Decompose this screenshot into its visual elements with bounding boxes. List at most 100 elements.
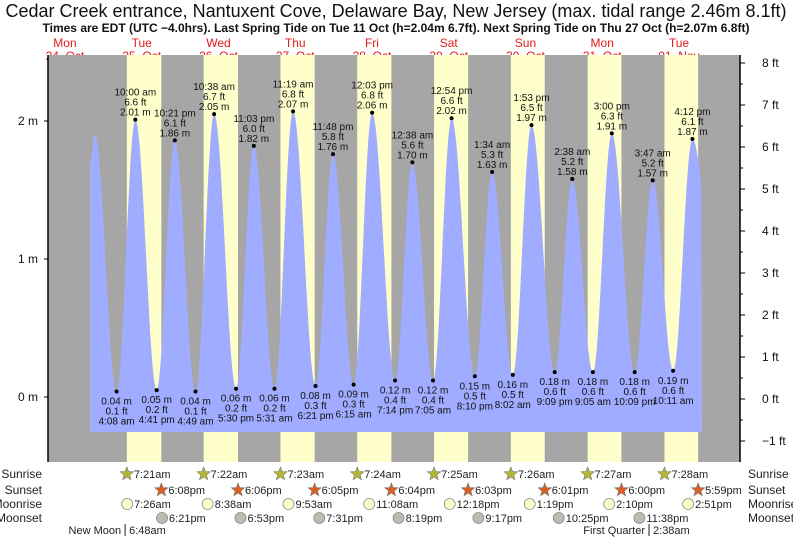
moonrise-time: 12:18pm	[457, 499, 500, 511]
tide-point	[490, 170, 495, 175]
tide-height-m: 2.06 m	[357, 101, 388, 112]
right-tick-label: 7 ft	[762, 98, 779, 112]
tide-height-m: 0.06 m	[221, 394, 252, 405]
tide-height-m: 0.05 m	[141, 395, 172, 406]
moonrise-moon-icon	[121, 498, 134, 510]
tide-point	[370, 110, 375, 115]
sunrise-star-icon	[580, 466, 596, 481]
moonset-time: 6:21pm	[169, 513, 206, 525]
day-label-dow: Sun	[515, 36, 536, 50]
tide-point	[410, 160, 415, 165]
moonrise-time: 1:19pm	[537, 499, 574, 511]
moonset-time: 9:17pm	[485, 513, 522, 525]
tide-time: 4:41 pm	[139, 415, 175, 426]
tide-height-m: 0.12 m	[380, 385, 411, 396]
sunset-star-icon	[537, 482, 553, 497]
sunset-star-icon	[690, 482, 706, 497]
tide-height-ft: 6.1 ft	[164, 118, 186, 129]
left-tick-label: 2 m	[18, 114, 38, 128]
tide-time: 10:11 am	[653, 396, 694, 407]
tide-height-m: 2.01 m	[120, 108, 151, 119]
tide-point	[650, 178, 655, 183]
moonrise-moon-icon	[201, 498, 214, 510]
row-label-right-sunrise: Sunrise	[748, 467, 789, 481]
tide-height-m: 0.06 m	[259, 394, 290, 405]
tide-point	[690, 136, 695, 141]
sunset-star-icon	[383, 482, 399, 497]
tide-time: 12:54 pm	[431, 86, 473, 97]
tide-point	[251, 143, 256, 148]
row-label-moonset: Moonset	[0, 511, 43, 525]
tide-point	[671, 368, 676, 373]
moonrise-moon-icon	[523, 498, 536, 510]
moon-phase-name: First Quarter	[583, 525, 645, 537]
tide-height-m: 1.63 m	[477, 160, 508, 171]
moonrise-time: 7:26am	[134, 499, 171, 511]
tide-height-ft: 0.1 ft	[184, 406, 206, 417]
row-label-right-moonrise: Moonrise	[748, 497, 793, 511]
tide-time: 12:38 am	[392, 130, 434, 141]
tide-point	[172, 138, 177, 143]
moonrise-moon-icon	[282, 498, 295, 510]
day-label-dow: Tue	[132, 36, 153, 50]
tide-height-ft: 6.0 ft	[243, 124, 265, 135]
sunrise-star-icon	[426, 466, 442, 481]
moonset-moon-icon	[633, 512, 646, 524]
tide-height-m: 1.76 m	[318, 142, 349, 153]
tide-height-m: 1.91 m	[597, 121, 628, 132]
sunset-star-icon	[153, 482, 169, 497]
chart-title: Cedar Creek entrance, Nantuxent Cove, De…	[5, 1, 786, 21]
tide-height-m: 0.15 m	[460, 381, 491, 392]
moonset-time: 10:25pm	[566, 513, 609, 525]
tide-point	[529, 123, 534, 128]
day-label-dow: Fri	[365, 36, 379, 50]
tide-height-ft: 5.8 ft	[322, 132, 344, 143]
sunrise-time: 7:25am	[441, 469, 478, 481]
moonset-time: 7:31pm	[326, 513, 363, 525]
moonrise-moon-icon	[682, 498, 694, 510]
row-label-sunset: Sunset	[5, 483, 43, 497]
sunset-time: 6:08pm	[168, 485, 205, 497]
tide-height-m: 1.70 m	[397, 150, 428, 161]
tide-height-m: 1.82 m	[239, 134, 270, 145]
sunrise-star-icon	[196, 466, 212, 481]
tide-time: 1:53 pm	[513, 93, 549, 104]
day-label-dow: Sat	[440, 36, 459, 50]
tide-point	[609, 131, 614, 136]
moonset-moon-icon	[472, 512, 485, 524]
tide-height-m: 0.04 m	[101, 396, 132, 407]
row-label-moonrise: Moonrise	[0, 497, 42, 511]
tide-height-m: 2.07 m	[278, 99, 309, 110]
tide-point	[552, 370, 557, 375]
tide-time: 5:30 pm	[218, 414, 254, 425]
tide-point	[193, 389, 198, 394]
moonrise-time: 9:53am	[295, 499, 332, 511]
tide-time: 8:10 pm	[457, 401, 493, 412]
tide-height-m: 0.18 m	[578, 377, 609, 388]
right-tick-label: −1 ft	[762, 434, 786, 448]
tide-time: 3:00 pm	[594, 101, 630, 112]
sunrise-star-icon	[349, 466, 365, 481]
moonrise-time: 2:51pm	[695, 499, 732, 511]
tide-time: 4:08 am	[98, 416, 134, 427]
tide-height-ft: 0.2 ft	[146, 405, 168, 416]
tide-height-ft: 6.6 ft	[124, 98, 146, 109]
tide-height-m: 2.02 m	[436, 106, 467, 117]
tide-height-ft: 0.2 ft	[263, 404, 285, 415]
day-label-dow: Tue	[669, 36, 690, 50]
tide-height-ft: 5.3 ft	[481, 150, 503, 161]
tide-height-ft: 6.8 ft	[282, 89, 304, 100]
moonset-moon-icon	[234, 512, 247, 524]
tide-height-ft: 0.3 ft	[304, 401, 326, 412]
sunset-star-icon	[230, 482, 246, 497]
tide-point	[431, 378, 436, 383]
chart-subtitle: Times are EDT (UTC −4.0hrs). Last Spring…	[43, 21, 750, 35]
tide-time: 9:05 am	[575, 397, 611, 408]
moonrise-moon-icon	[603, 498, 616, 510]
tide-point	[212, 112, 217, 117]
tide-time: 5:31 am	[256, 414, 292, 425]
tide-point	[234, 386, 239, 391]
tide-height-m: 1.87 m	[677, 127, 708, 138]
tide-height-ft: 5.6 ft	[401, 140, 423, 151]
